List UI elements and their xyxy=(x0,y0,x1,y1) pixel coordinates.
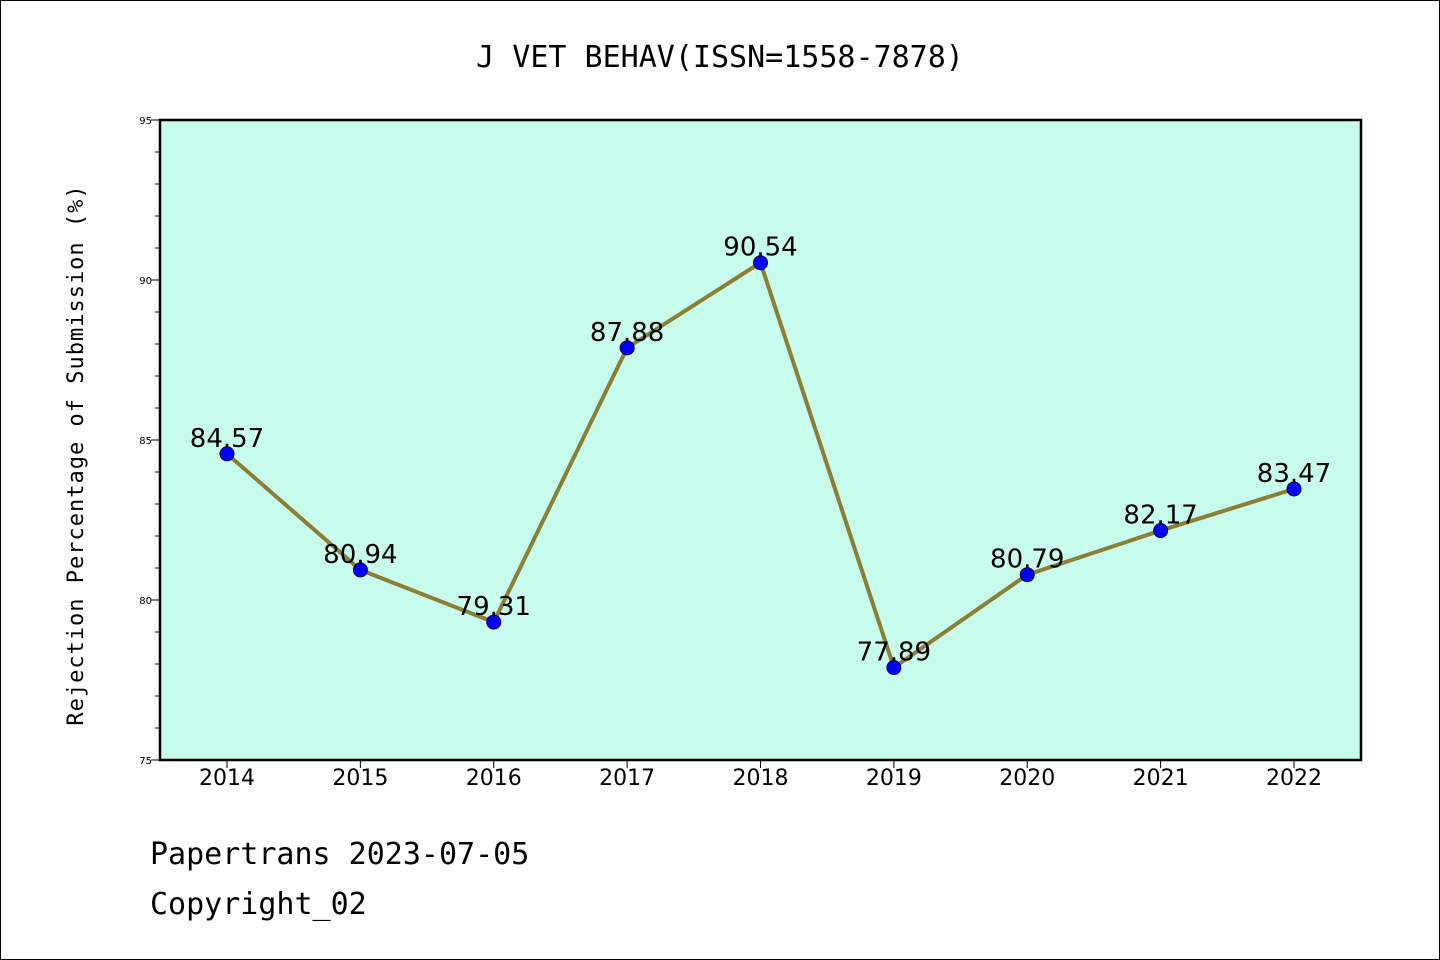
y-tick-label: 90 xyxy=(139,276,152,287)
data-label: 84.57 xyxy=(190,424,264,454)
data-point xyxy=(619,340,635,356)
chart-title: J VET BEHAV(ISSN=1558-7878) xyxy=(476,40,964,75)
y-tick-labels: 75 80 85 90 95 xyxy=(139,116,152,767)
data-point xyxy=(753,255,768,271)
data-points xyxy=(219,255,1302,676)
data-label: 87.88 xyxy=(590,318,664,348)
data-point xyxy=(219,446,235,462)
data-label: 77.89 xyxy=(857,638,931,668)
x-tick-label: 2018 xyxy=(733,766,789,791)
data-point xyxy=(886,660,902,676)
data-point xyxy=(1153,523,1169,539)
footer-copyright-text: Copyright_02 xyxy=(150,887,367,922)
x-tick-label: 2015 xyxy=(332,766,388,791)
data-labels: 84.57 80.94 79.31 87.88 90.54 77.89 80.79 82.17… xyxy=(190,233,1331,668)
data-label: 82.17 xyxy=(1123,501,1197,531)
data-label: 80.79 xyxy=(990,545,1064,575)
y-tick-label: 75 xyxy=(139,756,152,767)
y-axis-label: Rejection Percentage of Submission (%) xyxy=(64,184,89,725)
x-tick-label: 2017 xyxy=(599,766,655,791)
x-tick-labels: 2014 2015 2016 2017 2018 2019 2020 2021 2022 xyxy=(199,766,1322,791)
data-label: 90.54 xyxy=(723,233,797,263)
data-point xyxy=(1019,567,1035,583)
x-tick-label: 2020 xyxy=(999,766,1055,791)
x-tick-label: 2021 xyxy=(1133,766,1189,791)
x-tick-label: 2022 xyxy=(1266,766,1322,791)
data-label: 80.94 xyxy=(323,540,397,570)
y-tick-label: 80 xyxy=(139,596,152,607)
data-point xyxy=(352,562,368,578)
data-label: 83.47 xyxy=(1257,459,1331,489)
data-label: 79.31 xyxy=(457,592,531,622)
x-tick-label: 2016 xyxy=(466,766,522,791)
data-point xyxy=(486,614,502,630)
x-tick-label: 2014 xyxy=(199,766,255,791)
footer-date-text: Papertrans 2023-07-05 xyxy=(150,837,529,872)
x-tick-label: 2019 xyxy=(866,766,922,791)
y-tick-label: 85 xyxy=(139,436,152,447)
plot-border xyxy=(158,118,1363,762)
plot-area xyxy=(160,120,1361,760)
y-tick-label: 95 xyxy=(139,116,152,127)
data-point xyxy=(1286,481,1302,497)
